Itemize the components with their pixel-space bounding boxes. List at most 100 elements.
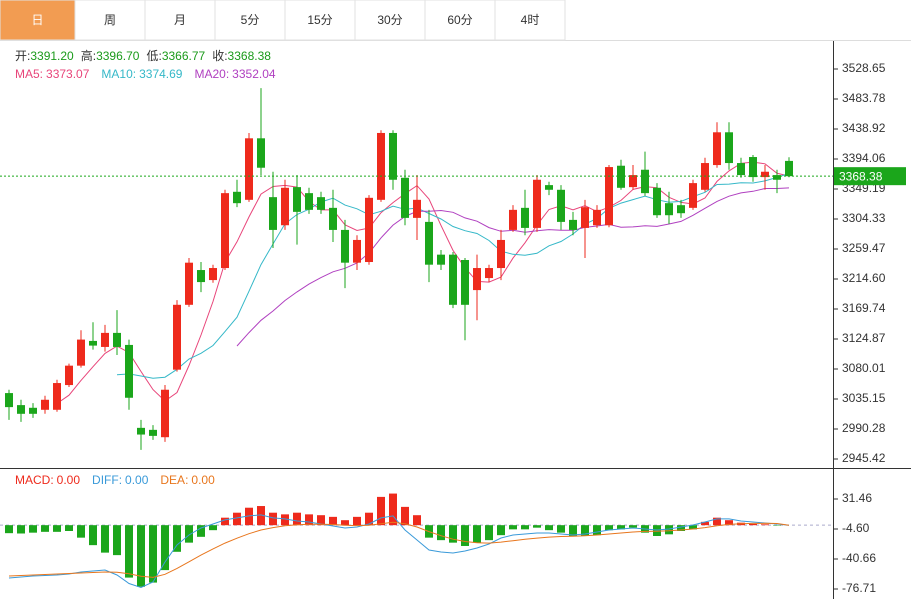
macd-bar bbox=[377, 496, 385, 526]
y-tick-label: 3528.65 bbox=[842, 61, 886, 75]
macd-bar bbox=[617, 525, 625, 530]
macd-bar bbox=[317, 515, 325, 526]
macd-bar bbox=[269, 512, 277, 526]
candle-body bbox=[113, 332, 121, 347]
candle-body bbox=[581, 207, 589, 228]
tab[interactable] bbox=[424, 0, 496, 41]
candle-body bbox=[437, 254, 445, 265]
legend-value: 0.00 bbox=[125, 473, 149, 487]
macd-bar bbox=[497, 525, 505, 536]
macd-bar bbox=[125, 525, 133, 578]
ohlc-label: 高: bbox=[81, 48, 96, 63]
y-tick-label: 2990.28 bbox=[842, 421, 886, 435]
macd-bar bbox=[149, 525, 157, 583]
macd-bar bbox=[101, 525, 109, 553]
y-tick-label: -40.66 bbox=[842, 551, 876, 565]
legend-value: 3352.04 bbox=[232, 67, 276, 81]
tab-label[interactable]: 15分 bbox=[307, 13, 332, 27]
macd-bar bbox=[557, 525, 565, 533]
macd-bar bbox=[713, 517, 721, 526]
macd-bar bbox=[629, 525, 637, 528]
ma-line bbox=[56, 161, 790, 404]
last-price-label: 3368.38 bbox=[839, 169, 883, 183]
legend-name: MACD: bbox=[15, 473, 54, 487]
tab-label[interactable]: 60分 bbox=[447, 13, 472, 27]
candle-body bbox=[221, 193, 229, 269]
tab-label[interactable]: 日 bbox=[31, 13, 43, 27]
macd-bar bbox=[341, 520, 349, 526]
tab[interactable] bbox=[494, 0, 566, 41]
candle-body bbox=[785, 160, 793, 177]
candle-body bbox=[653, 187, 661, 216]
macd-bar bbox=[281, 514, 289, 526]
candle-body bbox=[137, 427, 145, 435]
macd-bar bbox=[161, 525, 169, 571]
macd-legend: MACD: 0.00 DIFF: 0.00 DEA: 0.00 bbox=[15, 473, 215, 487]
candle-body bbox=[293, 187, 301, 212]
tab-label[interactable]: 月 bbox=[174, 13, 186, 27]
candle-body bbox=[725, 132, 733, 164]
y-tick-label: 2945.42 bbox=[842, 451, 886, 465]
candle-body bbox=[677, 205, 685, 214]
macd-bar bbox=[521, 525, 529, 530]
candle-body bbox=[17, 405, 25, 414]
tab[interactable] bbox=[284, 0, 356, 41]
candle-body bbox=[209, 268, 217, 281]
candle-body bbox=[713, 132, 721, 166]
y-tick-label: 3438.92 bbox=[842, 121, 886, 135]
macd-bar bbox=[353, 516, 361, 526]
macd-bar bbox=[461, 525, 469, 546]
macd-bar bbox=[665, 525, 673, 535]
macd-bar bbox=[569, 525, 577, 536]
macd-bar bbox=[545, 525, 553, 531]
macd-bar bbox=[533, 525, 541, 528]
candle-body bbox=[245, 138, 253, 200]
macd-bar bbox=[17, 525, 25, 534]
y-tick-label: -4.60 bbox=[842, 521, 870, 535]
macd-bar bbox=[293, 512, 301, 526]
macd-bar bbox=[677, 525, 685, 532]
legend-name: MA20: bbox=[194, 67, 229, 81]
candle-body bbox=[65, 365, 73, 386]
legend-name: DEA: bbox=[160, 473, 188, 487]
macd-bar bbox=[53, 525, 61, 532]
macd-bar bbox=[413, 515, 421, 526]
candle-body bbox=[533, 179, 541, 228]
tab[interactable] bbox=[144, 0, 216, 41]
macd-bar bbox=[701, 521, 709, 526]
tab-label[interactable]: 5分 bbox=[241, 13, 260, 27]
macd-bar bbox=[173, 525, 181, 552]
candle-body bbox=[329, 207, 337, 230]
candle-body bbox=[89, 340, 97, 346]
candle-body bbox=[521, 207, 529, 228]
candle-body bbox=[41, 399, 49, 410]
tab[interactable] bbox=[354, 0, 426, 41]
candle-body bbox=[605, 167, 613, 226]
macd-bar bbox=[233, 512, 241, 526]
macd-bar bbox=[485, 525, 493, 541]
y-tick-label: 31.46 bbox=[842, 491, 872, 505]
tab[interactable] bbox=[0, 0, 76, 41]
tab-label[interactable]: 4时 bbox=[521, 13, 540, 27]
candle-body bbox=[641, 169, 649, 194]
macd-bar bbox=[257, 506, 265, 526]
last-price-box bbox=[834, 167, 906, 186]
candle-body bbox=[413, 199, 421, 218]
candle-body bbox=[77, 339, 85, 366]
legend-value: 3374.69 bbox=[139, 67, 183, 81]
candle-body bbox=[353, 239, 361, 263]
ohlc-label: 低: bbox=[146, 49, 161, 63]
y-tick-label: 3080.01 bbox=[842, 361, 886, 375]
macd-bar bbox=[365, 512, 373, 526]
macd-bar bbox=[329, 516, 337, 526]
macd-bar bbox=[437, 525, 445, 541]
macd-bar bbox=[221, 517, 229, 526]
tab-label[interactable]: 30分 bbox=[377, 13, 402, 27]
tab-label[interactable]: 周 bbox=[104, 13, 116, 27]
tab[interactable] bbox=[214, 0, 286, 41]
y-tick-label: 3394.06 bbox=[842, 151, 886, 165]
macd-bar bbox=[581, 525, 589, 536]
candle-body bbox=[485, 268, 493, 279]
y-tick-label: 3124.87 bbox=[842, 331, 886, 345]
